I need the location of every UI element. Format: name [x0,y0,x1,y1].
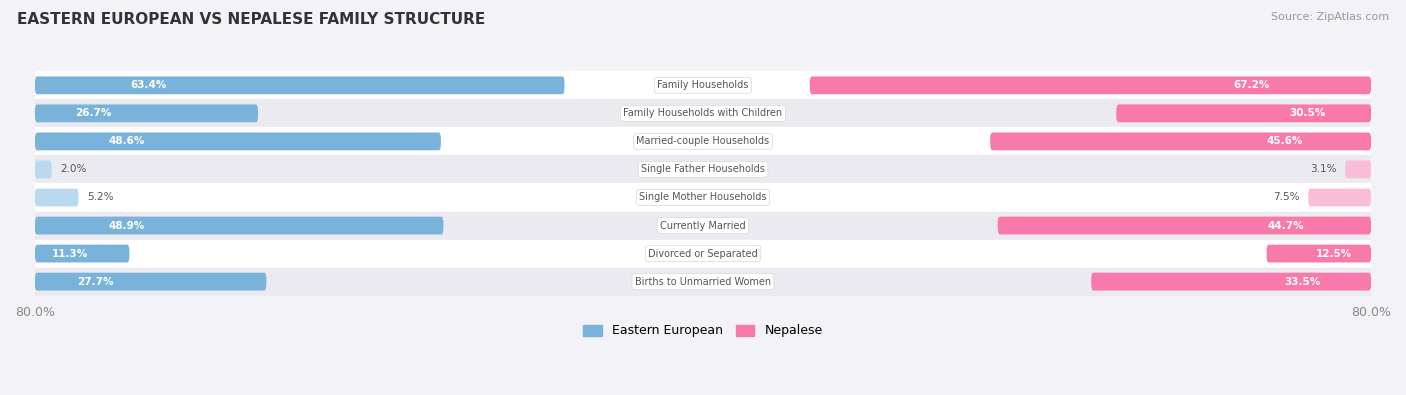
Bar [35,184,1371,211]
Text: 33.5%: 33.5% [1285,276,1320,287]
FancyBboxPatch shape [1091,273,1371,291]
Text: 2.0%: 2.0% [60,164,86,175]
Text: Source: ZipAtlas.com: Source: ZipAtlas.com [1271,12,1389,22]
Text: Single Father Households: Single Father Households [641,164,765,175]
Text: Family Households with Children: Family Households with Children [623,108,783,118]
Text: Family Households: Family Households [658,80,748,90]
FancyBboxPatch shape [990,132,1371,150]
Text: Divorced or Separated: Divorced or Separated [648,248,758,259]
Text: 7.5%: 7.5% [1274,192,1301,203]
Bar [35,156,1371,184]
FancyBboxPatch shape [35,216,443,235]
Text: Currently Married: Currently Married [661,220,745,231]
Text: 12.5%: 12.5% [1316,248,1353,259]
Text: 26.7%: 26.7% [75,108,111,118]
Text: 27.7%: 27.7% [77,276,112,287]
FancyBboxPatch shape [35,76,564,94]
Bar [35,128,1371,156]
FancyBboxPatch shape [998,216,1371,235]
FancyBboxPatch shape [1346,160,1371,179]
Bar [35,239,1371,267]
Text: 48.9%: 48.9% [108,220,145,231]
Text: 44.7%: 44.7% [1267,220,1303,231]
Text: Married-couple Households: Married-couple Households [637,136,769,147]
Text: 3.1%: 3.1% [1310,164,1337,175]
FancyBboxPatch shape [35,273,266,291]
Text: EASTERN EUROPEAN VS NEPALESE FAMILY STRUCTURE: EASTERN EUROPEAN VS NEPALESE FAMILY STRU… [17,12,485,27]
FancyBboxPatch shape [35,132,441,150]
Text: 48.6%: 48.6% [108,136,145,147]
Bar [35,100,1371,128]
Bar [35,71,1371,100]
FancyBboxPatch shape [35,160,52,179]
FancyBboxPatch shape [1267,245,1371,263]
Text: 63.4%: 63.4% [131,80,167,90]
Text: 11.3%: 11.3% [52,248,89,259]
Text: Births to Unmarried Women: Births to Unmarried Women [636,276,770,287]
FancyBboxPatch shape [35,188,79,207]
FancyBboxPatch shape [1309,188,1371,207]
Text: 45.6%: 45.6% [1265,136,1302,147]
Bar [35,267,1371,295]
Text: 5.2%: 5.2% [87,192,114,203]
FancyBboxPatch shape [1116,104,1371,122]
FancyBboxPatch shape [810,76,1371,94]
Legend: Eastern European, Nepalese: Eastern European, Nepalese [578,320,828,342]
FancyBboxPatch shape [35,104,259,122]
Bar [35,211,1371,239]
FancyBboxPatch shape [35,245,129,263]
Text: 67.2%: 67.2% [1233,80,1270,90]
Text: 30.5%: 30.5% [1289,108,1326,118]
Text: Single Mother Households: Single Mother Households [640,192,766,203]
